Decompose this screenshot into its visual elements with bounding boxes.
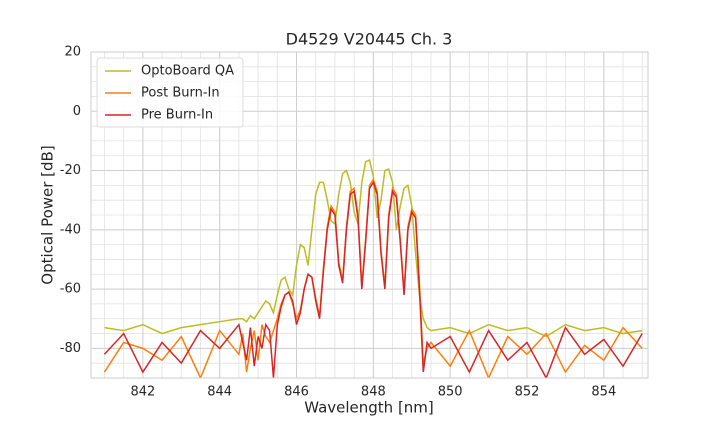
y-tick-label: -20	[60, 163, 81, 178]
plot-area	[103, 159, 643, 378]
x-axis-label: Wavelength [nm]	[304, 399, 434, 417]
x-tick-label: 848	[361, 385, 386, 400]
legend-label: OptoBoard QA	[141, 64, 234, 79]
x-tick-label: 844	[207, 385, 232, 400]
chart-title: D4529 V20445 Ch. 3	[286, 30, 453, 49]
x-tick-label: 846	[284, 385, 309, 400]
legend: OptoBoard QA Post Burn-In Pre Burn-In	[96, 57, 244, 128]
legend-label: Post Burn-In	[141, 86, 220, 101]
y-tick-label: -80	[60, 341, 81, 356]
y-tick-label: -60	[60, 282, 81, 297]
y-axis-label: Optical Power [dB]	[39, 145, 57, 284]
plot-frame	[90, 51, 649, 379]
x-tick-label: 852	[515, 385, 540, 400]
legend-label: Pre Burn-In	[141, 108, 213, 123]
y-tick-label: -40	[60, 222, 81, 237]
series-line	[103, 180, 643, 378]
x-tick-label: 842	[130, 385, 155, 400]
series-line	[104, 159, 643, 338]
x-tick-label: 850	[438, 385, 463, 400]
legend-box	[96, 57, 244, 128]
y-tick-label: 20	[64, 45, 81, 60]
y-tick-label: 0	[73, 104, 81, 119]
x-tick-label: 854	[591, 385, 616, 400]
